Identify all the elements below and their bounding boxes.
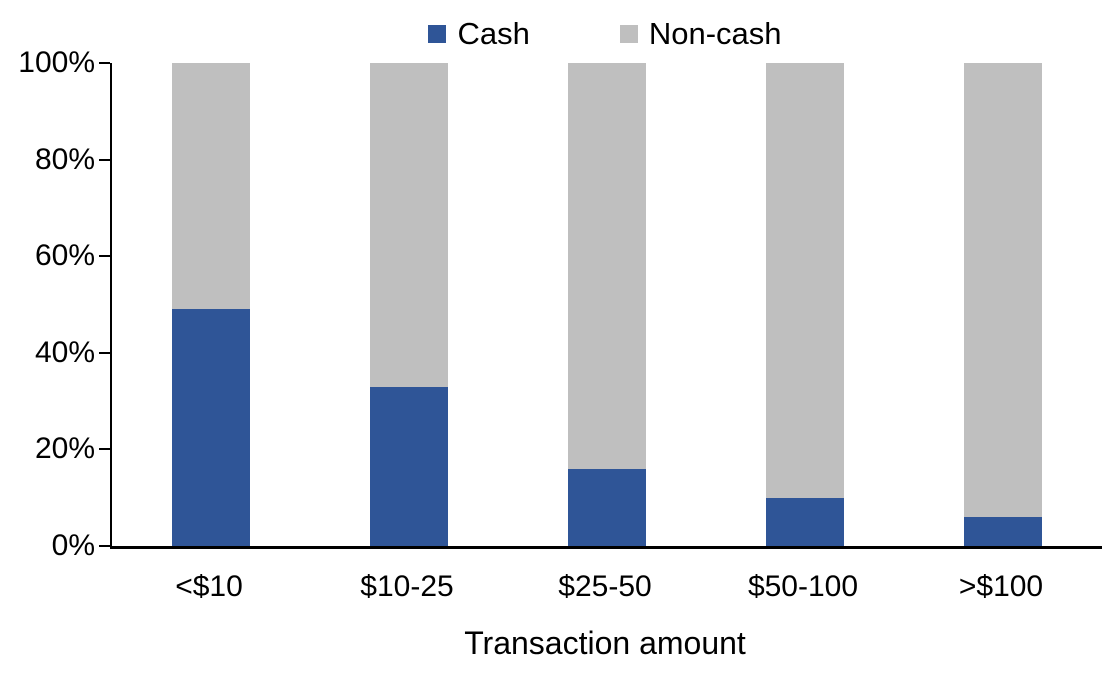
plot-area <box>110 63 1102 549</box>
y-axis-tick-label: 0% <box>51 529 95 562</box>
x-axis-tick-label: $10-25 <box>360 570 454 603</box>
bar-stack <box>766 63 844 546</box>
y-axis-tick-mark <box>99 158 110 161</box>
bar-segment-non-cash <box>766 63 844 498</box>
y-axis-tick-label: 80% <box>34 142 95 176</box>
bar-segment-cash <box>172 309 250 546</box>
bar-segment-cash <box>964 517 1042 546</box>
legend-item-non-cash: Non-cash <box>619 16 782 52</box>
x-axis-title: Transaction amount <box>464 625 746 661</box>
bar-segment-non-cash <box>370 63 448 387</box>
y-axis-tick-mark <box>99 351 110 354</box>
y-axis-tick-label: 20% <box>34 432 95 466</box>
cash-swatch-icon <box>428 25 447 43</box>
bar-segment-cash <box>766 497 844 546</box>
x-axis-tick-label: $25-50 <box>558 570 652 603</box>
x-axis-tick-label: $50-100 <box>747 570 859 603</box>
y-axis-tick-label: 100% <box>18 46 95 79</box>
bar-segment-non-cash <box>568 63 646 469</box>
legend-item-cash: Cash <box>428 16 530 52</box>
bar-segment-non-cash <box>964 63 1042 518</box>
y-axis-tick-mark <box>99 62 110 64</box>
x-axis-tick-label: >$100 <box>958 570 1044 603</box>
bar-stack <box>370 63 448 546</box>
y-axis-tick-mark <box>99 545 110 547</box>
bar-stack <box>172 63 250 546</box>
bar-stack <box>568 63 646 546</box>
bar-segment-cash <box>568 468 646 546</box>
y-axis-tick-mark <box>99 448 110 451</box>
bar-segment-cash <box>370 386 448 546</box>
y-axis-tick-label: 40% <box>34 335 95 369</box>
legend-label-cash: Cash <box>457 16 530 51</box>
x-axis-tick-label: <$10 <box>175 570 243 603</box>
legend-label-non-cash: Non-cash <box>648 16 782 51</box>
legend: Cash Non-cash <box>110 16 1100 52</box>
y-axis-tick-mark <box>99 255 110 258</box>
non-cash-swatch-icon <box>619 25 638 43</box>
y-axis-tick-label: 60% <box>34 239 95 273</box>
bar-stack <box>964 63 1042 546</box>
bar-segment-non-cash <box>172 63 250 310</box>
